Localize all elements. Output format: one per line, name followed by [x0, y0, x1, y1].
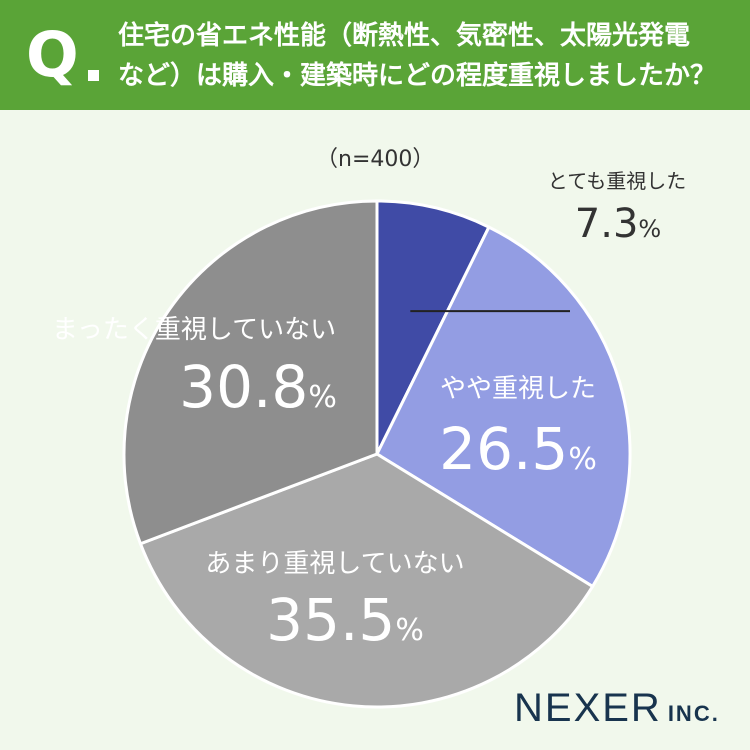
logo-sub-text: INC.	[667, 701, 720, 726]
question-text-line2: など）は購入・建築時にどの程度重視しましたか？	[118, 61, 717, 91]
pie-slice-3	[122, 199, 379, 546]
question-mark-dot	[88, 70, 99, 81]
slice-label-2: あまり重視していない	[205, 549, 464, 579]
logo-main-text: NEXER	[514, 686, 662, 730]
slice-label-3: まったく重視していない	[52, 315, 336, 345]
pie-slice-0	[375, 199, 491, 456]
question-header: Q 住宅の省エネ性能（断熱性、気密性、太陽光発電 など）は購入・建築時にどの程度…	[0, 0, 750, 110]
slice-label-0: とても重視した	[548, 169, 686, 193]
nexer-logo: NEXER INC.	[514, 686, 720, 731]
sample-size: （n=400）	[316, 147, 435, 172]
question-mark: Q	[26, 18, 79, 91]
pie-slice-1	[375, 225, 632, 588]
slice-value-2: 35.5%	[266, 586, 424, 654]
pie-slice-2	[138, 452, 595, 709]
slice-label-1: やや重視した	[440, 374, 596, 404]
slice-value-0: 7.3%	[575, 201, 661, 247]
question-text-line1: 住宅の省エネ性能（断熱性、気密性、太陽光発電	[118, 21, 691, 51]
